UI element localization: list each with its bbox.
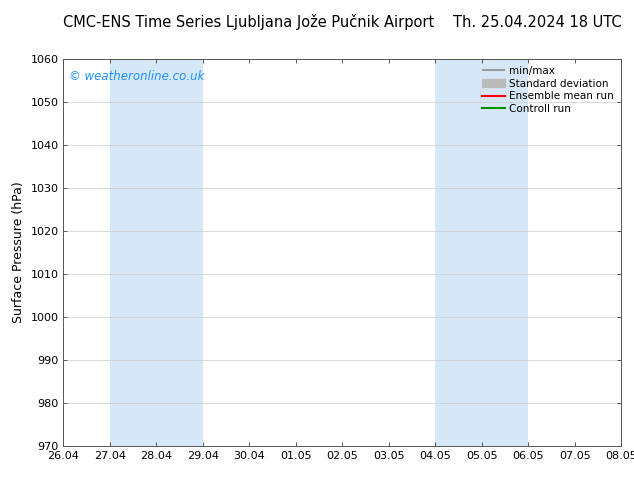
Text: CMC-ENS Time Series Ljubljana Jože Pučnik Airport: CMC-ENS Time Series Ljubljana Jože Pučni… (63, 14, 435, 30)
Text: Th. 25.04.2024 18 UTC: Th. 25.04.2024 18 UTC (453, 15, 621, 29)
Text: © weatheronline.co.uk: © weatheronline.co.uk (69, 71, 204, 83)
Bar (436, 59, 528, 446)
Bar (621, 59, 634, 446)
Bar (110, 59, 203, 446)
Legend: min/max, Standard deviation, Ensemble mean run, Controll run: min/max, Standard deviation, Ensemble me… (478, 62, 618, 118)
Y-axis label: Surface Pressure (hPa): Surface Pressure (hPa) (12, 181, 25, 323)
